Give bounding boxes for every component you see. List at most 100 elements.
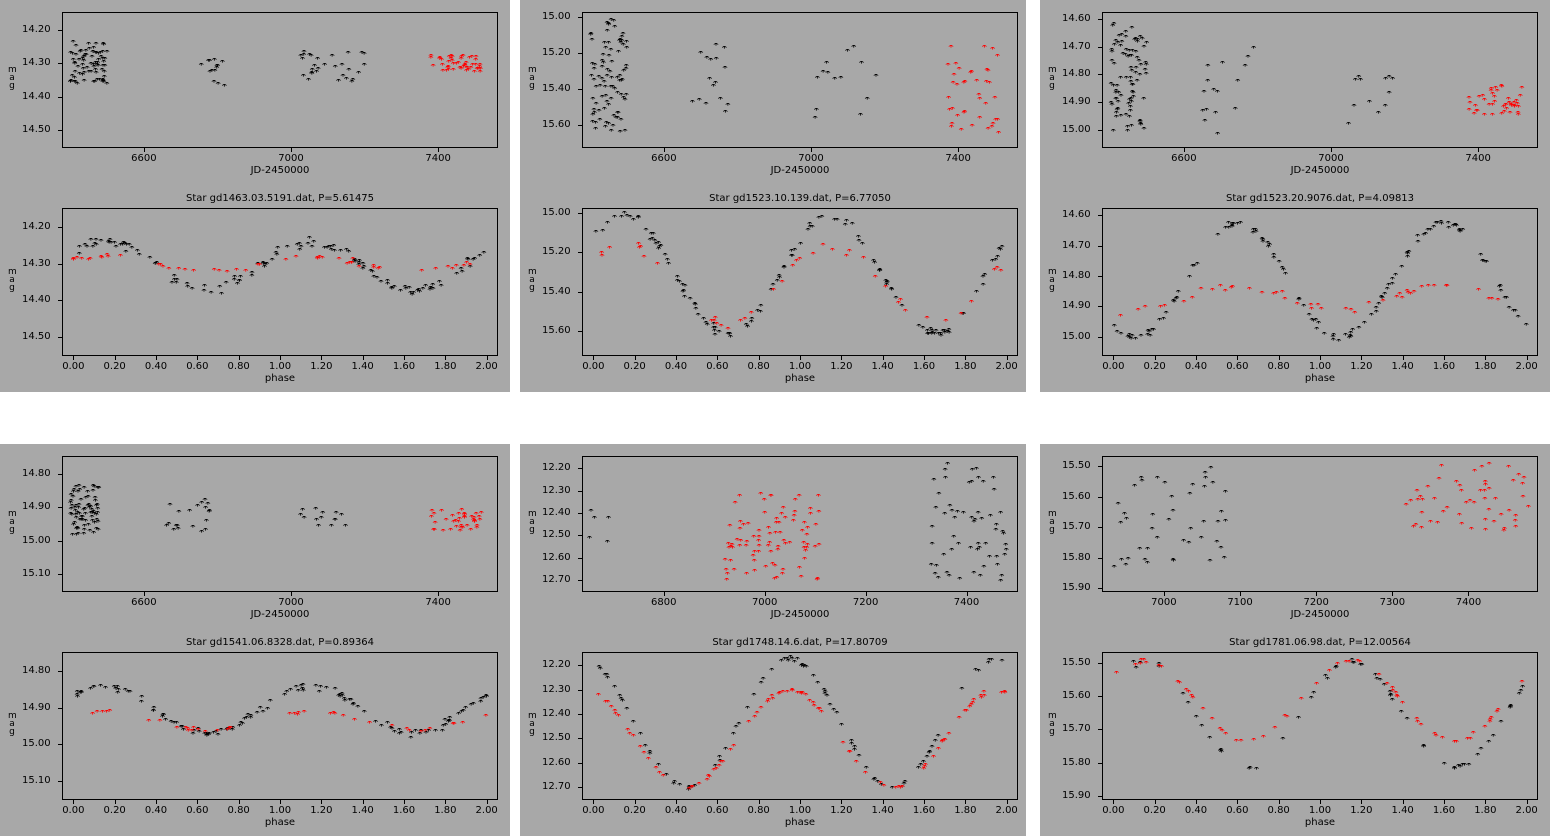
time-series-data-point: * bbox=[72, 70, 78, 77]
time-series-xtick-label: 7100 bbox=[1227, 597, 1253, 608]
phase-folded-data-point: * bbox=[256, 263, 263, 270]
time-series-data-point: * bbox=[954, 83, 960, 90]
time-series-xtick-label: 7400 bbox=[953, 597, 980, 608]
phase-folded-data-point: * bbox=[162, 717, 169, 724]
phase-folded-data-point: * bbox=[87, 256, 93, 263]
phase-folded-data-point: * bbox=[337, 693, 343, 700]
phase-folded-data-point: * bbox=[227, 726, 233, 733]
phase-folded-data-point: * bbox=[649, 237, 655, 244]
phase-folded-data-point: * bbox=[361, 264, 367, 271]
time-series-data-point: * bbox=[596, 108, 602, 115]
phase-folded-xtick-label: 1.20 bbox=[310, 361, 333, 372]
time-series-data-point: * bbox=[81, 54, 87, 61]
time-series-data-point: * bbox=[95, 507, 101, 514]
phase-folded-data-point: * bbox=[770, 287, 777, 294]
time-series-data-point: * bbox=[1129, 90, 1135, 97]
time-series-data-point: * bbox=[171, 527, 177, 534]
time-series-data-point: * bbox=[73, 532, 79, 539]
phase-folded-data-point: * bbox=[243, 268, 249, 275]
phase-folded-data-point: * bbox=[647, 237, 653, 244]
phase-folded-data-point: * bbox=[1427, 228, 1434, 235]
phase-folded-data-point: * bbox=[79, 257, 85, 264]
time-series-data-point: * bbox=[801, 521, 807, 527]
phase-folded-xtick-label: 0.80 bbox=[227, 805, 250, 816]
time-series-xtick-label: 7000 bbox=[1318, 153, 1344, 164]
phase-folded-data-point: * bbox=[1394, 694, 1400, 701]
phase-folded-data-point: * bbox=[988, 658, 995, 664]
time-series-data-point: * bbox=[1512, 104, 1518, 111]
phase-folded-data-point: * bbox=[287, 687, 294, 694]
time-series-data-point: * bbox=[73, 504, 79, 511]
phase-folded-data-point: * bbox=[190, 268, 197, 275]
phase-folded-data-point: * bbox=[88, 237, 94, 244]
phase-folded-data-point: * bbox=[1467, 736, 1474, 743]
phase-folded-data-point: * bbox=[464, 261, 470, 268]
phase-folded-data-point: * bbox=[117, 253, 124, 260]
time-series-data-point: * bbox=[969, 123, 975, 130]
phase-folded-data-point: * bbox=[1321, 332, 1327, 339]
phase-folded-data-point: * bbox=[1399, 265, 1405, 272]
phase-folded-data-point: * bbox=[113, 686, 119, 693]
time-series-data-point: * bbox=[440, 529, 446, 536]
phase-folded-data-point: * bbox=[344, 261, 350, 268]
time-series-data-point: * bbox=[458, 66, 464, 73]
phase-folded-data-point: * bbox=[1138, 333, 1144, 340]
phase-folded-data-point: * bbox=[262, 262, 268, 269]
time-series-data-point: * bbox=[1201, 519, 1207, 526]
time-series-data-point: * bbox=[1438, 464, 1445, 471]
phase-folded-data-point: * bbox=[1498, 720, 1504, 727]
time-series-data-point: * bbox=[781, 539, 787, 546]
time-series-xtick-label: 7300 bbox=[1379, 597, 1406, 608]
phase-folded-data-point: * bbox=[1494, 709, 1500, 716]
time-series-data-point: * bbox=[95, 520, 101, 527]
time-series-data-point: * bbox=[96, 78, 103, 85]
time-series-data-point: * bbox=[1115, 99, 1121, 106]
time-series-data-point: * bbox=[605, 122, 612, 129]
time-series-data-point: * bbox=[713, 56, 719, 63]
time-series-data-point: * bbox=[1124, 125, 1131, 132]
time-series-ytick-label: 14.20 bbox=[22, 23, 51, 35]
time-series-data-point: * bbox=[1481, 112, 1488, 119]
phase-folded-data-point: * bbox=[993, 258, 999, 265]
phase-folded-data-point: * bbox=[1512, 308, 1518, 315]
phase-folded-data-point: * bbox=[196, 729, 202, 736]
phase-folded-data-point: * bbox=[605, 700, 611, 707]
phase-folded-data-point: * bbox=[214, 729, 220, 735]
phase-folded-data-point: * bbox=[1421, 743, 1427, 750]
time-series-data-point: * bbox=[1143, 71, 1149, 78]
time-series-data-point: * bbox=[744, 539, 750, 546]
phase-folded-data-point: * bbox=[371, 274, 377, 281]
time-series-data-point: * bbox=[770, 562, 776, 568]
phase-folded-data-point: * bbox=[150, 708, 156, 715]
time-series-data-point: * bbox=[1127, 108, 1133, 115]
time-series-data-point: * bbox=[468, 66, 474, 73]
phase-folded-data-point: * bbox=[843, 218, 850, 225]
phase-folded-data-point: * bbox=[1127, 336, 1133, 343]
phase-folded-data-point: * bbox=[410, 290, 417, 297]
time-series-data-point: * bbox=[1515, 105, 1521, 112]
phase-folded-data-point: * bbox=[712, 763, 718, 770]
time-series-data-point: * bbox=[960, 510, 967, 517]
time-series-data-point: * bbox=[462, 63, 468, 70]
phase-folded-data-point: * bbox=[351, 717, 358, 724]
time-series-ytick-mark bbox=[578, 468, 582, 470]
phase-folded-data-point: * bbox=[239, 722, 246, 729]
phase-folded-data-point: * bbox=[602, 673, 608, 680]
time-series-data-point: * bbox=[72, 61, 78, 68]
time-series-data-point: * bbox=[451, 520, 457, 527]
time-series-data-point: * bbox=[91, 531, 97, 538]
phase-folded-xtick-mark bbox=[73, 800, 75, 804]
time-series-data-point: * bbox=[942, 467, 948, 474]
phase-folded-data-point: * bbox=[901, 782, 907, 789]
time-series-data-point: * bbox=[1121, 511, 1128, 518]
phase-folded-data-point: * bbox=[928, 327, 934, 334]
phase-folded-data-point: * bbox=[284, 690, 290, 697]
phase-folded-data-point: * bbox=[690, 785, 696, 792]
time-series-data-point: * bbox=[349, 79, 355, 86]
time-series-data-point: * bbox=[93, 51, 99, 58]
phase-folded-data-point: * bbox=[1306, 313, 1312, 320]
time-series-data-point: * bbox=[612, 86, 618, 93]
phase-folded-data-point: * bbox=[871, 261, 878, 268]
time-series-ytick-label: 15.90 bbox=[1062, 581, 1091, 593]
phase-folded-data-point: * bbox=[389, 286, 395, 293]
